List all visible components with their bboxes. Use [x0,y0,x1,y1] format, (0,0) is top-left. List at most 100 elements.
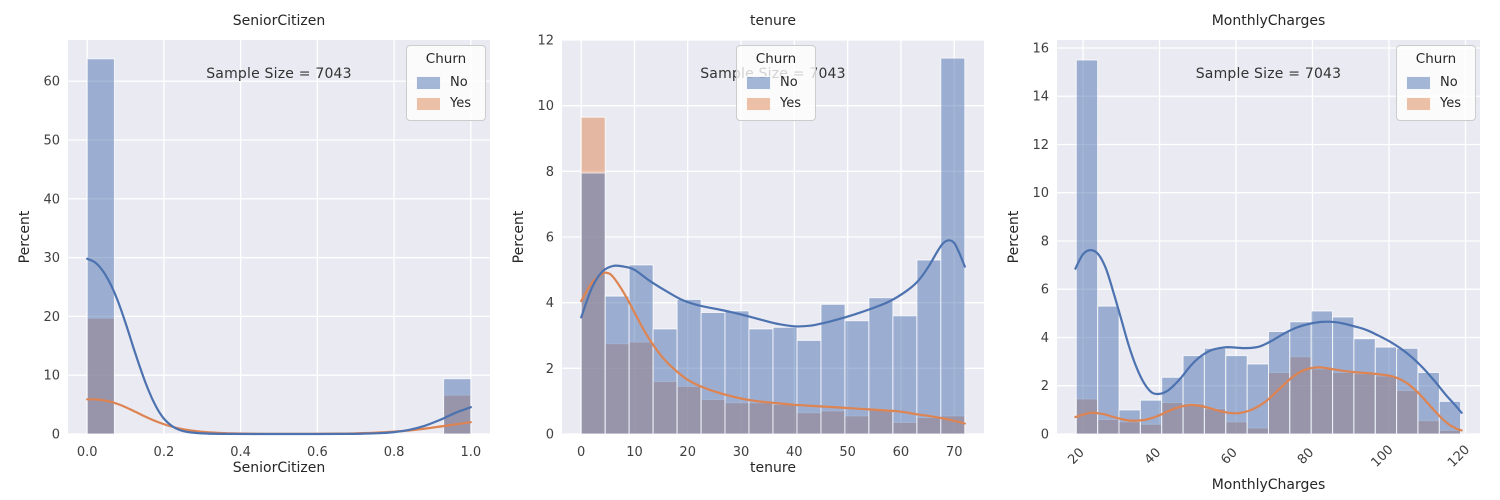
x-tick-label: 0.6 [307,445,328,460]
histogram-bar-no [676,298,702,435]
histogram-bar-no [1097,305,1120,435]
x-tick-label: 20 [679,445,696,460]
x-tick-label: 60 [1218,445,1240,467]
y-tick-label: 10 [1032,186,1049,201]
sample-size-annotation: Sample Size = 7043 [206,66,352,82]
x-tick-label: 40 [1142,445,1164,467]
y-tick-label: 4 [546,296,554,311]
legend-patch-no [416,75,441,90]
legend-entry-yes: Yes [737,93,815,114]
legend-label-yes: Yes [450,96,471,111]
x-tick-label: 20 [1065,445,1087,467]
legend-title: Churn [425,51,467,67]
y-axis-label: Percent [511,210,527,264]
y-tick-label: 14 [1032,90,1049,105]
x-tick-label: 120 [1445,442,1473,470]
legend-churn: Churn No Yes [406,45,486,121]
histogram-bar-no [748,328,774,435]
legend-title: Churn [1415,51,1457,67]
kde-line-yes [580,271,966,425]
legend-label-no: No [450,75,468,90]
histogram-bar-no [1203,347,1227,435]
histogram-bar-no [1374,346,1398,435]
legend-entry-no: No [737,72,815,93]
plot-title-seniorcitizen: SeniorCitizen [232,13,326,29]
histogram-bar-no [1182,355,1205,435]
x-tick-label: 70 [946,445,963,460]
kde-line-no [1074,249,1463,414]
y-tick-label: 2 [1041,379,1049,394]
histogram-bar-no [652,328,678,435]
y-tick-label: 4 [1041,331,1049,346]
legend-patch-no [746,75,771,90]
y-tick-label: 60 [43,75,60,90]
sample-size-annotation: Sample Size = 7043 [1195,66,1342,82]
x-tick-label: 0 [577,445,585,460]
legend-churn: Churn No Yes [1396,45,1476,121]
legend-churn: Churn No Yes [736,45,816,121]
histogram-bar-no [1332,316,1355,435]
x-tick-label: 10 [626,445,643,460]
y-tick-label: 30 [43,251,60,266]
x-tick-label: 0.2 [154,445,175,460]
legend-label-yes: Yes [1440,96,1461,111]
histogram-bar-no [772,326,798,435]
y-tick-label: 2 [546,362,554,377]
x-axis-label: MonthlyCharges [1211,477,1326,493]
legend-label-no: No [1440,75,1458,90]
y-axis-label: Percent [17,210,33,264]
plot-title-monthlycharges: MonthlyCharges [1211,13,1326,29]
y-tick-label: 0 [546,428,554,443]
legend-title: Churn [755,51,797,67]
x-tick-label: 50 [839,445,856,460]
legend-patch-yes [1406,96,1431,111]
legend-label-yes: Yes [780,96,801,111]
legend-patch-yes [416,96,441,111]
y-tick-label: 20 [43,310,60,325]
legend-entry-no: No [407,72,485,93]
y-tick-label: 8 [546,165,554,180]
histogram-bar-no [1310,310,1333,435]
plot-title-tenure: tenure [750,13,796,29]
histogram-bar-no [1075,59,1099,435]
histogram-bar-no [700,312,726,435]
y-tick-label: 12 [537,34,554,49]
histogram-bar-no [1353,338,1376,435]
y-tick-label: 0 [52,428,60,443]
x-tick-label: 100 [1368,442,1396,470]
histogram-bar-no [1438,400,1462,435]
histogram-bar-no [868,297,894,435]
histogram-bar-no [628,264,654,435]
y-tick-label: 16 [1032,42,1049,57]
histogram-bar-no [1118,409,1141,435]
x-tick-label: 1.0 [460,445,481,460]
histogram-bar-no [796,339,822,435]
y-tick-label: 8 [1041,235,1049,250]
kde-line-no [86,257,472,436]
y-tick-label: 50 [43,134,60,149]
x-axis-label: tenure [750,460,796,476]
legend-label-no: No [780,75,798,90]
y-tick-label: 6 [546,231,554,246]
y-tick-label: 10 [537,99,554,114]
y-tick-label: 0 [1041,428,1049,443]
histogram-bar-no [1225,355,1248,435]
histogram-bar-no [604,295,630,435]
x-tick-label: 0.0 [77,445,98,460]
histogram-bar-no [916,259,942,435]
histogram-bar-no [892,315,918,435]
histogram-bar-no [724,310,750,435]
histogram-bar-no [1139,399,1163,435]
x-tick-label: 0.8 [384,445,405,460]
legend-patch-no [1406,75,1431,90]
y-tick-label: 12 [1032,138,1049,153]
legend-entry-no: No [1397,72,1475,93]
histogram-bar-no [1246,363,1269,435]
x-tick-label: 60 [893,445,910,460]
x-tick-label: 0.4 [230,445,251,460]
x-axis-label: SeniorCitizen [232,460,326,476]
y-tick-label: 6 [1041,283,1049,298]
legend-entry-yes: Yes [407,93,485,114]
x-tick-label: 80 [1295,445,1317,467]
x-tick-label: 40 [786,445,803,460]
